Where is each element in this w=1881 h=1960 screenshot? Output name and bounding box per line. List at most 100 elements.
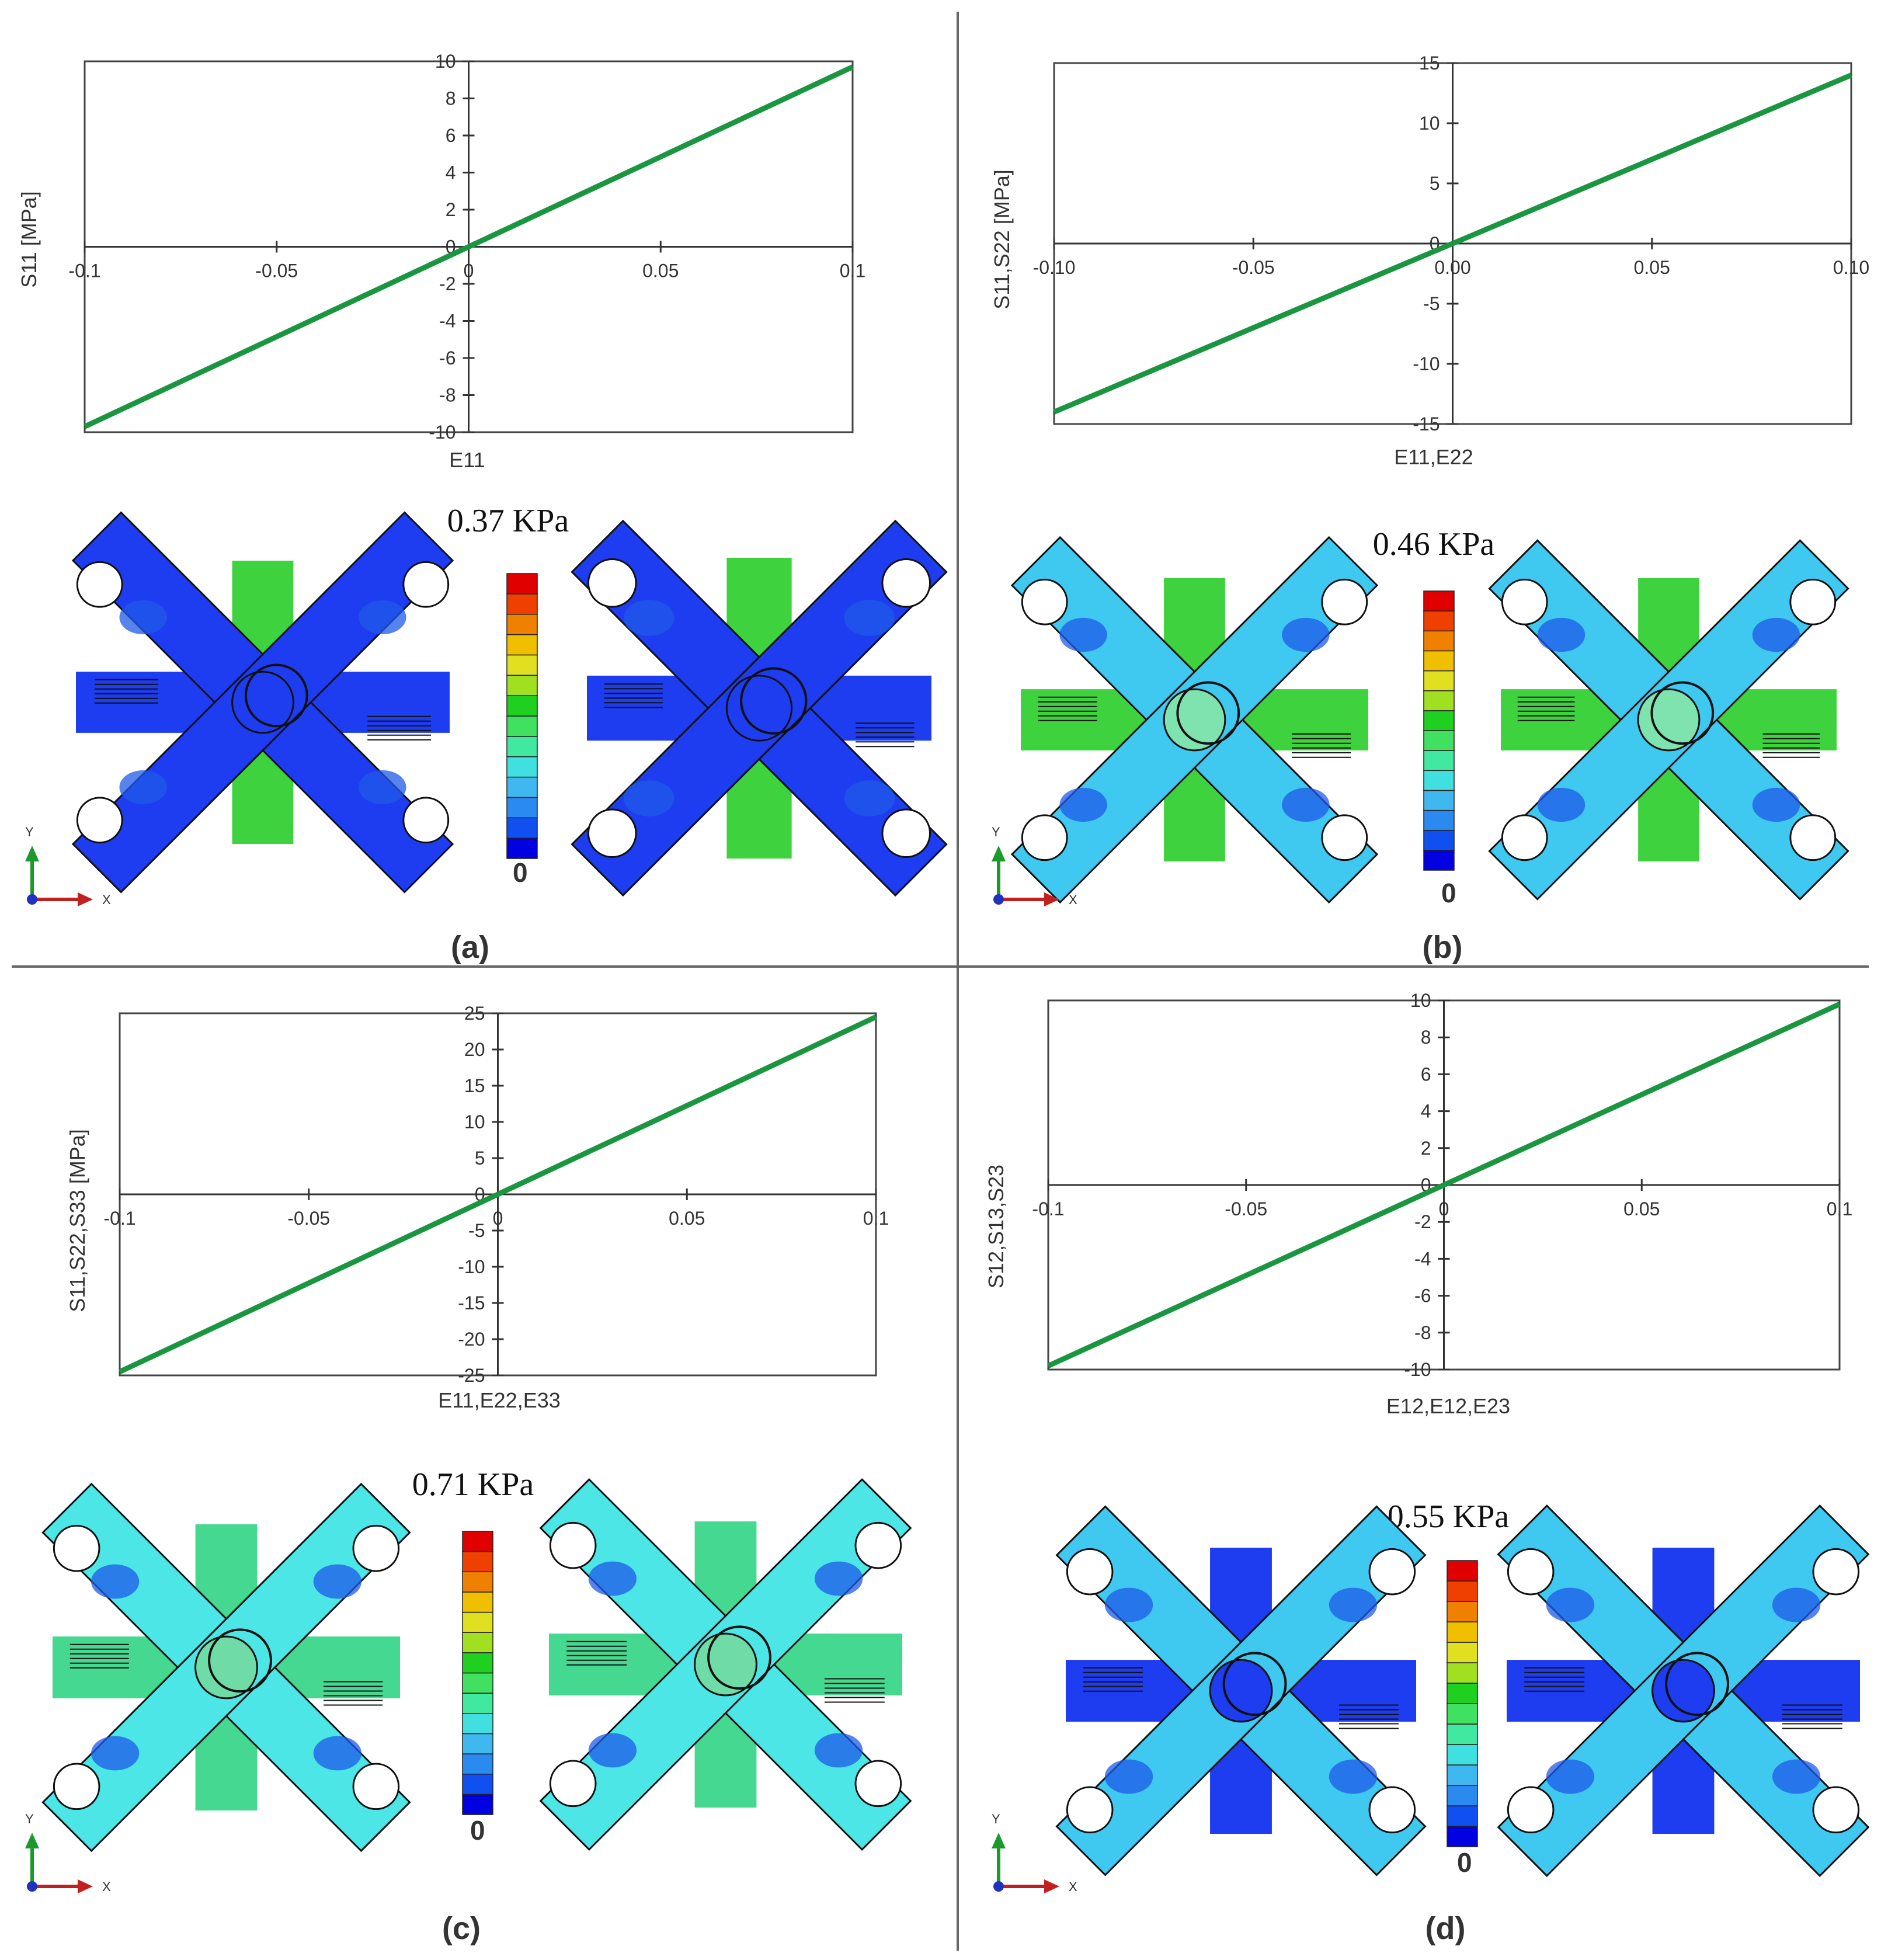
strut-end-cap (76, 561, 123, 608)
strut-end-cap (587, 558, 637, 608)
contour-plot-left (1055, 1505, 1427, 1876)
y-tick-label: -15 (1413, 413, 1440, 435)
hub-outline (707, 1625, 771, 1690)
x-tick-label: -0.05 (287, 1208, 330, 1229)
x-axis-letter: X (102, 892, 111, 907)
panel-label: (c) (442, 1911, 481, 1946)
y-tick-label: 4 (446, 162, 456, 183)
strut-end-cap (549, 1760, 597, 1808)
legend-segment (462, 1753, 493, 1775)
y-tick-label: 25 (464, 1003, 485, 1024)
y-tick-label: 10 (435, 51, 456, 72)
series-line (1047, 1002, 1841, 1368)
legend-segment (1447, 1764, 1478, 1786)
hub-outline (1665, 1652, 1729, 1716)
legend-segment (1447, 1826, 1478, 1847)
y-axis-label: S11,S22,S33 [MPa] (65, 1129, 89, 1312)
x-tick-label: -0.1 (103, 1208, 135, 1229)
pressure-label: 0.71 KPa (412, 1466, 534, 1503)
legend-segment (506, 613, 538, 635)
legend-segment (1423, 690, 1455, 711)
strut-end-cap (76, 797, 123, 844)
legend-segment (1447, 1805, 1478, 1827)
panel-label: (d) (1425, 1911, 1466, 1946)
coordinate-triad: YX (25, 1812, 111, 1894)
y-tick-label: -15 (458, 1292, 485, 1313)
legend-segment (506, 797, 538, 819)
strut-end-cap (1789, 814, 1837, 861)
legend-segment (506, 634, 538, 656)
legend-segment (462, 1652, 493, 1674)
y-tick-label: 15 (1419, 53, 1440, 74)
x-tick-label: 0.05 (669, 1208, 705, 1229)
stress-spot (119, 770, 167, 805)
diagonal-outline (1497, 1504, 1870, 1877)
stress-spot (1329, 1587, 1378, 1622)
x-arrowhead (1044, 1879, 1059, 1893)
strut-end-cap (1066, 1786, 1114, 1834)
stress-spot (1537, 787, 1586, 822)
y-tick-label: -4 (1414, 1248, 1431, 1269)
y-axis-letter: Y (25, 1812, 34, 1826)
legend-segment (1423, 730, 1455, 751)
stress-spot (1282, 617, 1330, 652)
y-tick-label: 15 (464, 1075, 485, 1096)
x-axis-letter: X (1069, 892, 1077, 907)
stress-spot (1104, 1759, 1153, 1794)
legend-segment (1447, 1683, 1478, 1704)
diagonal-outline (1010, 536, 1379, 904)
contour-plot-left (71, 511, 454, 894)
legend-segment (462, 1672, 493, 1694)
legend-segment (462, 1794, 493, 1815)
strut-end-cap (1507, 1786, 1555, 1834)
strut-end-cap (1501, 578, 1548, 625)
strut-end-cap (53, 1763, 100, 1810)
series-line (1053, 72, 1852, 415)
x-tick-label: -0.05 (1225, 1198, 1267, 1219)
y-tick-label: -2 (1414, 1211, 1431, 1232)
x-tick-label: -0.05 (1232, 257, 1275, 278)
y-tick-label: 8 (1421, 1027, 1431, 1048)
panel-label: (b) (1423, 930, 1463, 965)
diagonal-outline (1488, 539, 1849, 901)
x-axis-letter: X (102, 1879, 111, 1894)
y-tick-label: 2 (446, 199, 456, 220)
y-tick-label: 6 (446, 125, 456, 146)
legend-segment (1423, 790, 1455, 811)
stress-spot (313, 1736, 362, 1771)
legend-segment (506, 736, 538, 757)
strut-end-cap (1789, 578, 1837, 625)
stress-spot (623, 600, 674, 636)
x-tick-label: 0.10 (1833, 257, 1869, 278)
legend-segment (1447, 1662, 1478, 1684)
y-axis-letter: Y (992, 1812, 1000, 1826)
legend-segment (1447, 1601, 1478, 1622)
strut-end-cap (854, 1760, 902, 1808)
stress-spot (359, 600, 406, 635)
x-tick-label: 0.1 (840, 260, 865, 282)
x-tick-label: 0.1 (863, 1208, 889, 1229)
x-tick-label: -0.1 (1032, 1198, 1064, 1219)
stress-spot (844, 600, 895, 636)
y-tick-label: -20 (458, 1329, 485, 1350)
hub-outline (1176, 681, 1240, 745)
stress-spot (1772, 1759, 1821, 1794)
legend-segment (1423, 630, 1455, 652)
legend-segment (1423, 710, 1455, 731)
legend-segment (506, 573, 538, 595)
x-arrowhead (1044, 892, 1059, 906)
diagonal-outline (71, 511, 454, 894)
strut-end-cap (881, 558, 931, 608)
y-tick-label: -25 (458, 1365, 485, 1386)
hub-outline (1222, 1652, 1287, 1716)
legend-segment (1447, 1642, 1478, 1663)
strut-end-cap (1021, 578, 1068, 625)
legend-segment (506, 817, 538, 839)
x-axis-label: E11,E22 (1394, 445, 1473, 469)
stress-spot (844, 780, 895, 816)
stress-spot (1546, 1759, 1595, 1794)
contour-plot-right (571, 519, 948, 897)
triad-origin (27, 1881, 37, 1892)
contour-plot-right (1488, 539, 1849, 901)
stress-spot (1772, 1587, 1821, 1622)
